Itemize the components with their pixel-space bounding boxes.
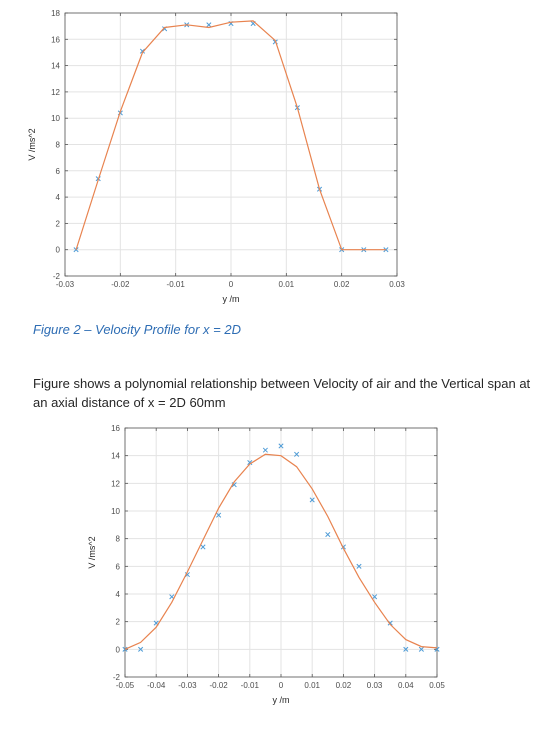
y-tick-label: 8 [56,141,61,150]
x-tick-label: -0.03 [56,280,75,289]
marker-stroke [247,460,253,466]
marker-stroke [434,646,440,652]
x-axis-label: y /m [223,294,240,304]
marker-stroke [206,22,212,28]
data-point-marker [139,48,146,54]
x-tick-label: 0.01 [279,280,295,289]
marker-stroke [169,594,175,600]
x-tick-label: 0 [229,280,234,289]
marker-stroke [231,482,237,488]
marker-stroke [294,451,300,457]
x-tick-label: 0.05 [429,681,445,690]
data-point-marker [216,512,222,518]
x-tick-label: -0.02 [111,280,130,289]
y-tick-label: 12 [51,88,60,97]
x-tick-label: -0.01 [167,280,186,289]
data-point-marker [325,531,331,538]
x-tick-label: 0.03 [367,681,383,690]
data-point-marker [200,544,206,550]
y-tick-label: 18 [51,9,60,18]
marker-stroke [73,247,79,253]
data-point-marker [294,451,300,457]
marker-stroke [122,646,128,652]
x-tick-label: 0.01 [304,681,320,690]
marker-stroke [184,572,190,578]
data-point-marker [383,247,389,253]
y-tick-label: 10 [111,507,120,516]
marker-stroke [262,447,268,453]
y-tick-label: 6 [116,562,121,571]
y-tick-label: 16 [51,35,60,44]
marker-stroke [309,497,315,503]
marker-stroke [418,646,424,652]
x-tick-label: 0.04 [398,681,414,690]
data-point-marker [356,563,362,569]
y-tick-label: 12 [111,479,120,488]
x-axis-label: y /m [273,695,290,705]
marker-stroke [325,531,331,538]
x-tick-label: 0.02 [334,280,350,289]
marker-stroke [403,646,409,652]
y-tick-label: 14 [51,62,60,71]
data-point-marker [206,22,212,28]
y-tick-label: -2 [53,272,61,281]
y-tick-label: 6 [56,167,61,176]
data-point-marker [73,247,79,253]
fit-line-series [75,20,386,251]
marker-stroke [139,48,146,54]
y-tick-label: 16 [111,424,120,433]
y-tick-label: 2 [56,219,61,228]
data-point-marker [262,447,268,453]
data-point-marker [403,646,409,652]
data-point-marker [278,443,284,449]
y-axis-label: V /ms^2 [87,536,97,568]
y-tick-label: 8 [116,535,121,544]
x-tick-label: 0.02 [336,681,352,690]
y-tick-label: 4 [56,193,61,202]
marker-stroke [383,247,389,253]
marker-stroke [153,620,159,626]
y-tick-label: 14 [111,452,120,461]
data-point-marker [372,594,378,600]
data-point-marker [418,646,424,652]
y-tick-label: 4 [116,590,121,599]
marker-stroke [138,646,144,652]
x-tick-label: -0.04 [147,681,166,690]
description-paragraph: Figure shows a polynomial relationship b… [33,376,531,410]
y-tick-label: 10 [51,114,60,123]
y-tick-label: 0 [56,246,61,255]
marker-stroke [387,620,393,626]
x-tick-label: -0.02 [209,681,228,690]
y-axis-label: V /ms^2 [27,128,37,160]
figure-caption: Figure 2 – Velocity Profile for x = 2D [33,322,241,337]
y-tick-label: 0 [116,645,121,654]
marker-stroke [372,594,378,600]
x-tick-label: -0.03 [178,681,197,690]
y-tick-label: -2 [113,673,121,682]
marker-stroke [278,443,284,449]
marker-stroke [200,544,206,550]
data-point-marker [309,497,315,503]
x-tick-label: -0.01 [241,681,260,690]
marker-stroke [216,512,222,518]
data-point-marker [122,646,128,652]
x-tick-label: -0.05 [116,681,135,690]
data-point-marker [184,572,190,578]
x-tick-label: 0 [279,681,284,690]
velocity-chart-2: -0.05 -0.04 -0.03 -0.02 -0.01 0 0.01 0.02 0.03 0.… [87,424,445,705]
x-tick-label: 0.03 [389,280,405,289]
data-point-marker [247,460,253,466]
marker-stroke [356,563,362,569]
velocity-chart-1: -0.03 -0.02 -0.01 0 0.01 0.02 0.03 -2 0 2 4 6 8 10 12 1… [27,9,405,304]
data-point-marker [138,646,144,652]
fit-line-series [124,453,438,650]
y-tick-label: 2 [116,618,121,627]
